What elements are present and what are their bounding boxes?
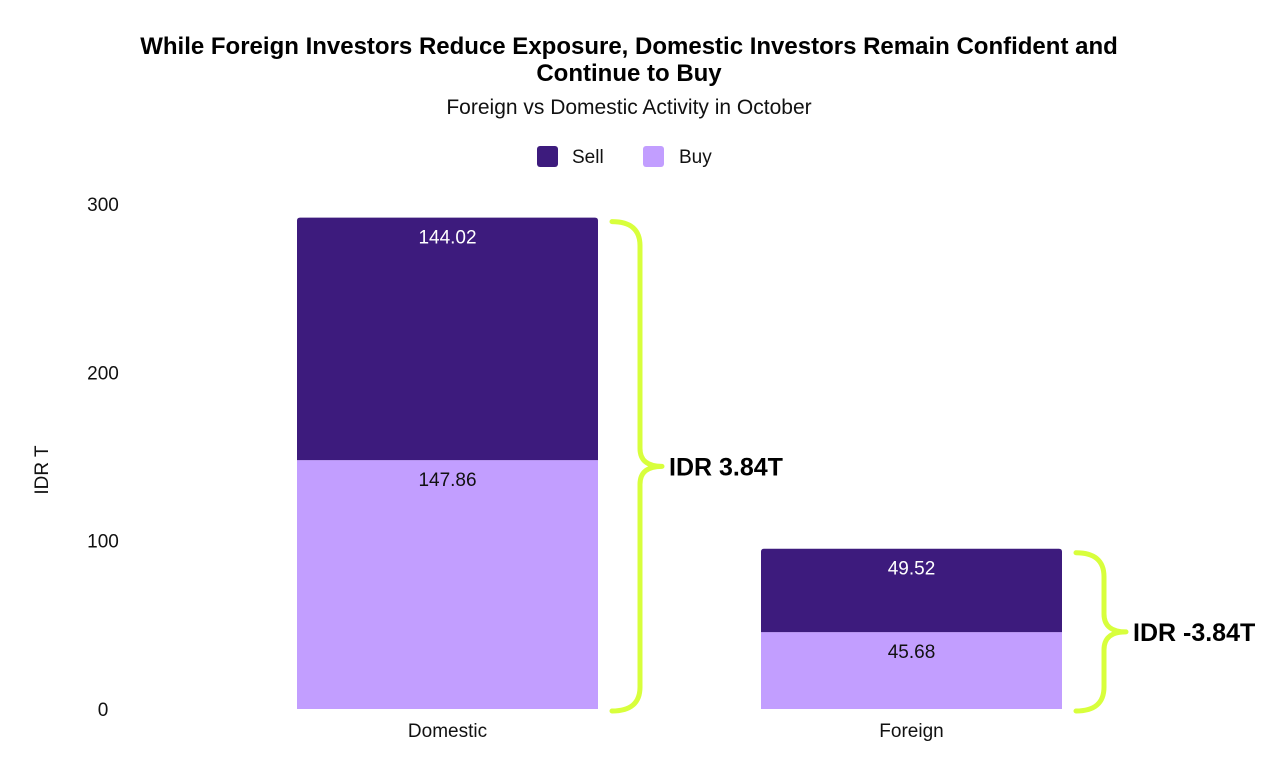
bar-buy-domestic bbox=[297, 460, 598, 709]
data-labels: 147.86 144.02 45.68 49.52 bbox=[418, 228, 935, 663]
annotation-brackets: IDR 3.84T IDR -3.84T bbox=[609, 219, 1255, 714]
legend-swatch-sell bbox=[537, 146, 558, 167]
chart-subtitle: Foreign vs Domestic Activity in October bbox=[446, 96, 811, 119]
bracket-foreign bbox=[1073, 550, 1129, 714]
data-label: 45.68 bbox=[888, 642, 936, 663]
y-tick-label: 100 bbox=[87, 532, 119, 553]
bar-buy-foreign bbox=[761, 632, 1062, 709]
legend-label-sell: Sell bbox=[572, 147, 604, 168]
data-label: 144.02 bbox=[418, 228, 476, 249]
legend: Sell Buy bbox=[537, 146, 712, 168]
y-tick-label: 300 bbox=[87, 195, 119, 216]
x-tick-label: Domestic bbox=[408, 721, 487, 742]
y-tick-label: 0 bbox=[98, 700, 109, 721]
chart-title-line-2: Continue to Buy bbox=[536, 60, 722, 87]
bracket-domestic bbox=[609, 219, 665, 714]
y-tick-label: 200 bbox=[87, 363, 119, 384]
legend-label-buy: Buy bbox=[679, 147, 712, 168]
chart-title-line-1: While Foreign Investors Reduce Exposure,… bbox=[140, 33, 1118, 60]
y-axis-ticks: 0 100 200 300 bbox=[87, 195, 119, 721]
data-label: 49.52 bbox=[888, 559, 936, 580]
bar-sell-domestic bbox=[297, 217, 598, 461]
bar-sell-foreign bbox=[761, 548, 1062, 633]
y-axis-label: IDR T bbox=[32, 445, 53, 495]
annotation-domestic: IDR 3.84T bbox=[669, 453, 783, 481]
x-axis-labels: Domestic Foreign bbox=[408, 721, 944, 742]
annotation-foreign: IDR -3.84T bbox=[1133, 619, 1255, 647]
legend-swatch-buy bbox=[643, 146, 664, 167]
x-tick-label: Foreign bbox=[879, 721, 943, 742]
data-label: 147.86 bbox=[418, 470, 476, 491]
bars bbox=[297, 217, 1062, 709]
